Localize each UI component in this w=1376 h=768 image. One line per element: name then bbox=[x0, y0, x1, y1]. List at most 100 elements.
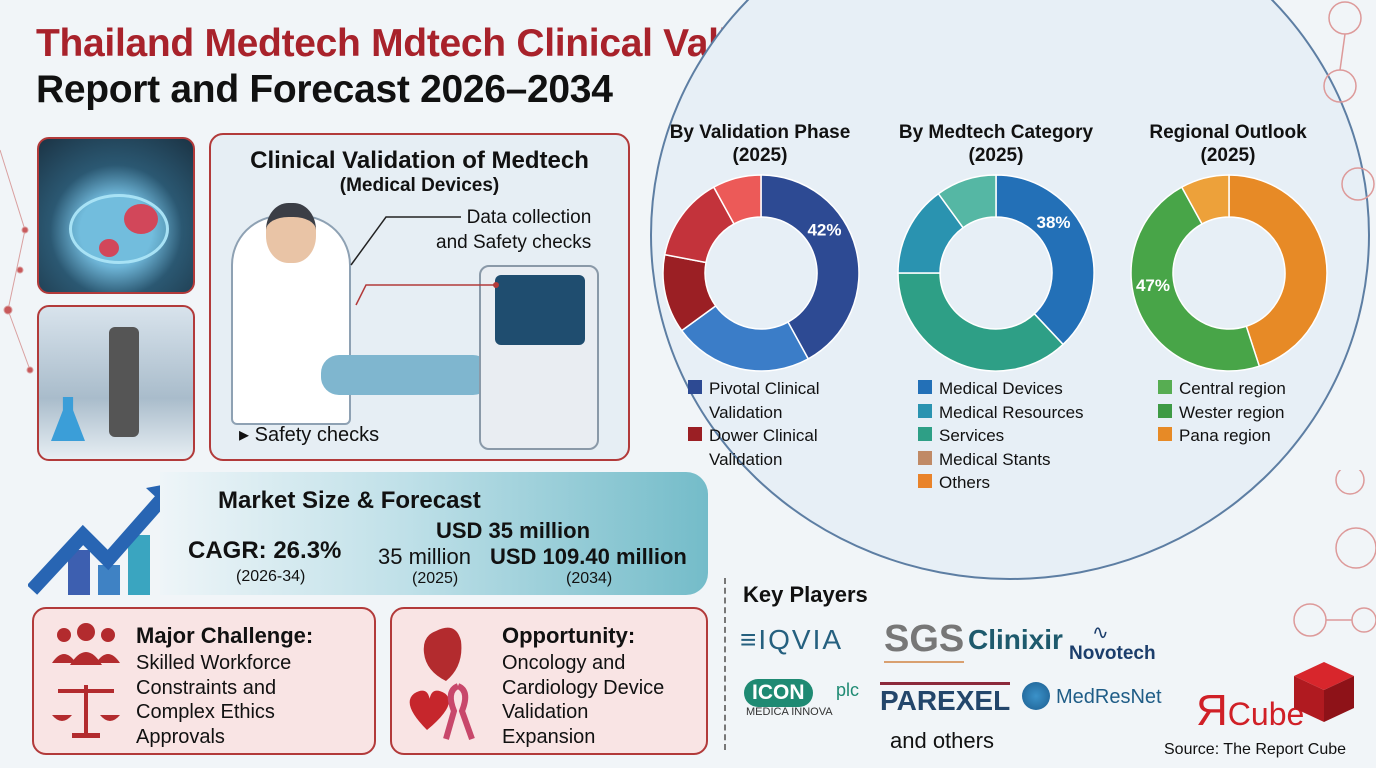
challenge-title: Major Challenge: bbox=[136, 623, 314, 648]
legend-label: Services bbox=[939, 426, 1005, 445]
chart-subtitle: (2025) bbox=[1200, 145, 1256, 166]
cell-culture bbox=[124, 204, 158, 234]
chart-title: By Medtech Category bbox=[898, 122, 1094, 143]
legend-swatch bbox=[918, 403, 932, 418]
petri-dish-photo bbox=[37, 137, 195, 294]
illustration-subtitle: (Medical Devices) bbox=[339, 175, 500, 196]
challenge-box: Major Challenge: Skilled Workforce Constr… bbox=[32, 607, 376, 755]
year-2034: (2034) bbox=[566, 570, 613, 587]
logo-clinixir: Clinixir bbox=[968, 624, 1063, 655]
data-label: 47% bbox=[1136, 276, 1170, 295]
legend-label: Medical Resources bbox=[939, 402, 1084, 422]
cell-culture bbox=[99, 239, 119, 257]
legend-item: Pivotal Clinical Validation bbox=[688, 377, 820, 424]
donut-slice bbox=[995, 174, 1095, 346]
legend-category: Medical Devices Medical Resources Services… bbox=[918, 377, 1084, 495]
legend-item: Wester region bbox=[1158, 401, 1286, 425]
legend-label: Pivotal Clinical Validation bbox=[709, 379, 820, 422]
logo-iqvia: ≡IQVIA bbox=[740, 624, 844, 655]
legend-item: Others bbox=[918, 471, 1084, 495]
medresnet-globe-icon bbox=[1022, 682, 1050, 710]
charts-background bbox=[650, 0, 1370, 580]
legend-swatch bbox=[918, 450, 932, 465]
illustration-title: Clinical Validation of Medtech bbox=[250, 147, 589, 174]
and-others: and others bbox=[890, 728, 994, 753]
donut-slice bbox=[1228, 174, 1328, 368]
doctor-head bbox=[266, 203, 316, 263]
report-cube-logo: ЯCube bbox=[1196, 686, 1305, 735]
donut-slice bbox=[712, 174, 762, 225]
legend-swatch bbox=[1158, 403, 1172, 418]
market-title: Market Size & Forecast bbox=[218, 487, 481, 514]
logo-medica-innova: MEDICA INNOVA bbox=[746, 706, 833, 718]
network-decoration bbox=[0, 149, 34, 374]
market-value-2025: 35 million bbox=[378, 544, 471, 569]
legend-label: Pana region bbox=[1179, 426, 1271, 445]
legend-item: Medical Stants bbox=[918, 448, 1084, 472]
safety-checks-label: ▸ Safety checks bbox=[239, 424, 380, 446]
chart-title: By Validation Phase bbox=[669, 122, 851, 143]
data-label: 38% bbox=[1037, 213, 1071, 232]
device-screen bbox=[495, 275, 585, 345]
clinical-validation-illustration: Clinical Validation of Medtech (Medical … bbox=[209, 133, 630, 461]
microscope-icon bbox=[109, 327, 139, 437]
chart-title-regional: Regional Outlook (2025) bbox=[1108, 121, 1348, 167]
legend-regional: Central region Wester region Pana region bbox=[1158, 377, 1286, 448]
title-line2: Report and Forecast 2026–2034 bbox=[36, 68, 613, 111]
logo-medresnet: MedResNet bbox=[1056, 686, 1162, 708]
legend-label: Dower Clinical Validation bbox=[709, 426, 818, 469]
logo-sgs: SGS bbox=[884, 618, 965, 663]
donut-slice bbox=[1180, 174, 1230, 225]
legend-swatch bbox=[688, 427, 702, 441]
legend-swatch bbox=[688, 380, 702, 394]
legend-item: Central region bbox=[1158, 377, 1286, 401]
laboratory-photo bbox=[37, 305, 195, 461]
callout-line: Data collection bbox=[466, 207, 592, 228]
donut-slice bbox=[1130, 186, 1261, 372]
legend-phase: Pivotal Clinical Validation Dower Clinica… bbox=[688, 377, 820, 471]
logo-parexel: PAREXEL bbox=[880, 682, 1011, 717]
legend-swatch bbox=[918, 474, 932, 488]
chart-subtitle: (2025) bbox=[732, 145, 788, 166]
chart-title: Regional Outlook bbox=[1149, 122, 1307, 143]
cagr-period: (2026-34) bbox=[236, 568, 306, 585]
logo-icon-plc: plc bbox=[836, 680, 860, 700]
medical-icons-decoration bbox=[1323, 1, 1375, 201]
source-text: Source: The Report Cube bbox=[1164, 741, 1347, 758]
legend-swatch bbox=[918, 427, 932, 441]
divider bbox=[724, 578, 726, 750]
legend-label: Medical Devices bbox=[939, 379, 1063, 398]
chart-title-phase: By Validation Phase (2025) bbox=[640, 121, 880, 167]
chart-subtitle: (2025) bbox=[968, 145, 1024, 166]
opportunity-text: Oncology and Cardiology Device Validation E… bbox=[502, 652, 665, 748]
legend-label: Others bbox=[939, 473, 991, 492]
legend-swatch bbox=[1158, 427, 1172, 441]
legend-item: Medical Devices bbox=[918, 377, 1084, 401]
opportunity-box: Opportunity: Oncology and Cardiology Devi… bbox=[390, 607, 708, 755]
legend-swatch bbox=[918, 380, 932, 394]
data-label: 42% bbox=[807, 220, 841, 239]
cagr-value: CAGR: 26.3% bbox=[188, 537, 342, 564]
legend-label: Medical Stants bbox=[939, 449, 1051, 469]
market-value-2025-usd: USD 35 million bbox=[436, 518, 591, 543]
donut-slice bbox=[760, 174, 860, 360]
network-icons-decoration bbox=[1293, 470, 1376, 637]
key-players-title: Key Players bbox=[743, 582, 868, 607]
legend-item: Pana region bbox=[1158, 424, 1286, 448]
patient-bed bbox=[321, 355, 491, 395]
logo-novotech: Novotech bbox=[1069, 643, 1156, 664]
cube-icon bbox=[1294, 662, 1354, 722]
legend-label: Wester region bbox=[1179, 402, 1285, 422]
legend-swatch bbox=[1158, 380, 1172, 394]
logo-icon: ICON bbox=[744, 679, 813, 707]
heart-ribbon-icon bbox=[409, 627, 475, 741]
people-scales-icon bbox=[52, 623, 120, 738]
challenge-text: Skilled Workforce Constraints and Complex … bbox=[136, 652, 292, 748]
market-value-2034: USD 109.40 million bbox=[490, 544, 687, 569]
legend-label: Central region bbox=[1179, 379, 1286, 398]
donut-slice bbox=[937, 174, 997, 229]
safety-checks-text: Safety checks bbox=[254, 424, 380, 446]
novotech-mark-icon: ∿ bbox=[1092, 622, 1109, 644]
donut-slice bbox=[897, 272, 1065, 372]
chart-title-category: By Medtech Category (2025) bbox=[876, 121, 1116, 167]
